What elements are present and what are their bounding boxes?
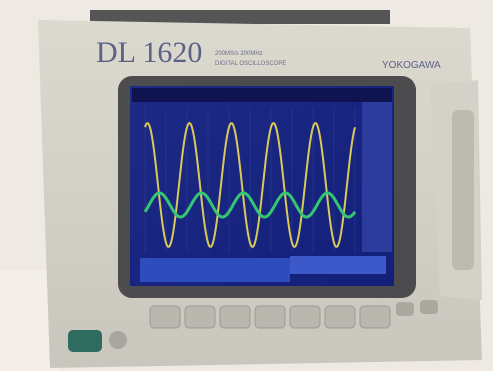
status-bar (290, 256, 386, 274)
knob[interactable] (109, 331, 127, 349)
softkey-button[interactable] (255, 306, 285, 328)
model-label: DL 1620 (96, 36, 202, 69)
softkey-button[interactable] (325, 306, 355, 328)
softkeys (150, 306, 390, 328)
description-label: DIGITAL OSCILLOSCOPE (215, 61, 286, 67)
softkey-button[interactable] (220, 306, 250, 328)
side-button[interactable] (420, 300, 438, 314)
softkey-button[interactable] (290, 306, 320, 328)
maker-label: YOKOGAWA (382, 60, 441, 71)
softkey-button[interactable] (185, 306, 215, 328)
spec-label: 200MS/s 200MHz (215, 51, 263, 57)
side-handle (452, 110, 474, 270)
menu-button[interactable] (68, 330, 102, 352)
softkey-button[interactable] (360, 306, 390, 328)
softkey-button[interactable] (150, 306, 180, 328)
softkey-bar (140, 258, 290, 282)
side-button[interactable] (396, 302, 414, 316)
side-readout (362, 102, 392, 252)
screen-header (132, 88, 392, 102)
page: DL 1620 200MS/s 200MHz DIGITAL OSCILLOSC… (0, 0, 493, 371)
oscilloscope-photo: DL 1620 200MS/s 200MHz DIGITAL OSCILLOSC… (0, 0, 493, 371)
